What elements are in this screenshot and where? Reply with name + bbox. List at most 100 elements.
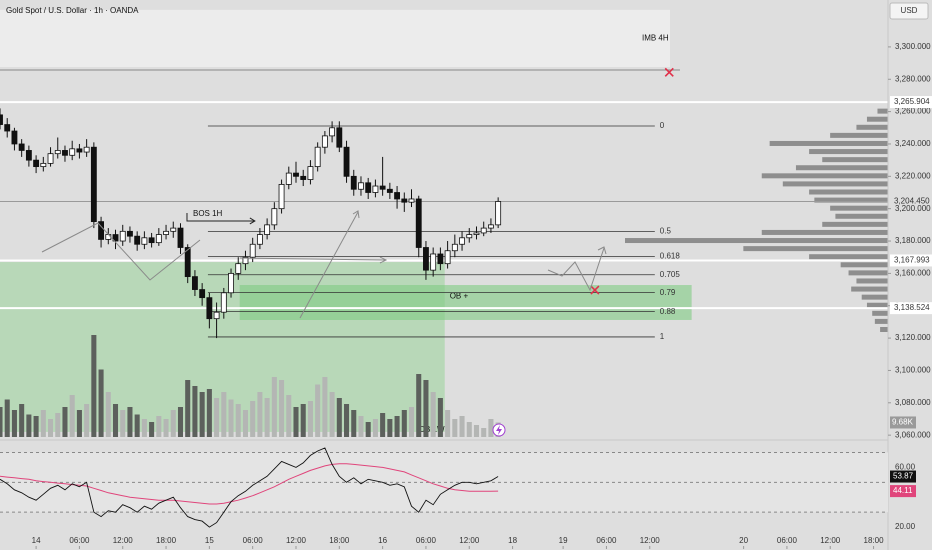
y-tick-label: 3,200.000 xyxy=(895,204,931,213)
currency: USD xyxy=(901,6,918,15)
fib-label: 0 xyxy=(660,121,665,130)
profile-bar xyxy=(822,221,888,227)
x-tick-label: 12:00 xyxy=(113,536,134,545)
price-label-box xyxy=(890,96,932,109)
candle-body xyxy=(293,172,299,177)
volume-bar xyxy=(127,407,133,437)
volume-bar xyxy=(11,410,17,437)
candle-body xyxy=(365,182,372,193)
candle-body xyxy=(18,143,25,151)
volume-bar xyxy=(488,419,494,437)
profile-bar xyxy=(851,286,888,292)
volume-bar xyxy=(235,404,241,437)
y-tick-label: 3,280.000 xyxy=(895,74,931,83)
candle-body xyxy=(329,127,336,137)
candle-body xyxy=(343,146,350,177)
volume-bar xyxy=(466,422,472,437)
volume-bar xyxy=(387,419,393,437)
volume-bar xyxy=(221,392,227,437)
profile-bar xyxy=(809,254,888,260)
volume-bar xyxy=(459,416,465,437)
candle-body xyxy=(415,198,422,248)
candle-body xyxy=(249,243,256,258)
volume-bar xyxy=(336,398,342,437)
candle-body xyxy=(177,227,184,248)
candle-body xyxy=(394,192,401,200)
volume-bar xyxy=(185,380,191,437)
volume-bar xyxy=(105,392,111,437)
bos-label: BOS 1H xyxy=(193,209,223,218)
profile-bar xyxy=(872,310,888,316)
currency-box[interactable] xyxy=(889,2,929,20)
rsi-pane xyxy=(0,447,888,528)
candle-body xyxy=(278,184,285,210)
candle-body xyxy=(314,146,321,168)
zone xyxy=(0,9,670,67)
x-tick-label: 06:00 xyxy=(69,536,90,545)
candle-body xyxy=(228,272,234,294)
candle-body xyxy=(90,146,97,223)
candle-body xyxy=(206,297,213,320)
candle-body xyxy=(451,243,458,252)
volume-bar xyxy=(279,380,285,437)
candle-body xyxy=(105,234,112,240)
profile-bar xyxy=(782,181,888,187)
volume-bar xyxy=(4,399,10,437)
volume-bar xyxy=(206,389,212,437)
fib-label: 0.5 xyxy=(660,227,672,236)
candle-body xyxy=(11,130,18,145)
volume-bar xyxy=(228,399,234,437)
volume-bar xyxy=(293,407,299,437)
volume-bar xyxy=(112,404,119,437)
volume-bar xyxy=(315,384,321,437)
arrow-head xyxy=(597,246,607,255)
volume-bar xyxy=(322,377,328,437)
price-label: 3,265.904 xyxy=(894,97,930,106)
candle-body xyxy=(372,185,379,193)
volume-bar xyxy=(344,404,350,437)
rsi-line xyxy=(0,447,499,528)
profile-bar xyxy=(761,229,888,235)
candle-body xyxy=(495,201,502,226)
arrow-path xyxy=(299,211,359,319)
rsi-ma-box xyxy=(890,485,916,498)
rsi-ma-label: 44.11 xyxy=(893,486,913,495)
arrow-path xyxy=(239,257,386,261)
fib-label: 0.88 xyxy=(660,307,676,316)
volume-bar xyxy=(445,410,451,437)
fib-label: 0.618 xyxy=(660,251,681,260)
volume-bar xyxy=(19,404,25,437)
y-tick-label: 3,080.000 xyxy=(895,398,931,407)
candle-body xyxy=(134,235,141,245)
price-label-box xyxy=(890,254,932,267)
candle-body xyxy=(307,166,314,180)
y-tick-label: 3,160.000 xyxy=(895,268,931,277)
y-tick-label: 3,300.000 xyxy=(895,42,931,51)
x-tick-label: 16 xyxy=(378,536,387,545)
alert-bolt xyxy=(496,425,502,435)
candle-body xyxy=(4,124,11,132)
volume-bar xyxy=(372,419,378,437)
volume-bar xyxy=(250,401,256,437)
bos-line xyxy=(186,212,255,222)
profile-bar xyxy=(877,108,888,114)
candle-body xyxy=(141,237,148,245)
volume-bar xyxy=(48,419,54,437)
profile-bar xyxy=(743,246,888,252)
candle-body xyxy=(170,227,177,232)
x-tick-label: 12:00 xyxy=(820,536,841,545)
target-marker xyxy=(664,67,674,77)
candle-body xyxy=(213,311,220,320)
volume-bar xyxy=(177,407,184,437)
profile-bar xyxy=(835,213,888,219)
price-label: 3,138.524 xyxy=(894,303,930,312)
x-tick-label: 06:00 xyxy=(596,536,617,545)
candle-body xyxy=(40,162,47,168)
candle-body xyxy=(98,221,104,240)
volume-bar xyxy=(156,416,162,437)
volume-bar xyxy=(394,416,400,437)
candle-body xyxy=(76,148,83,153)
profile-bar xyxy=(861,294,888,300)
profile-bar xyxy=(769,140,888,146)
